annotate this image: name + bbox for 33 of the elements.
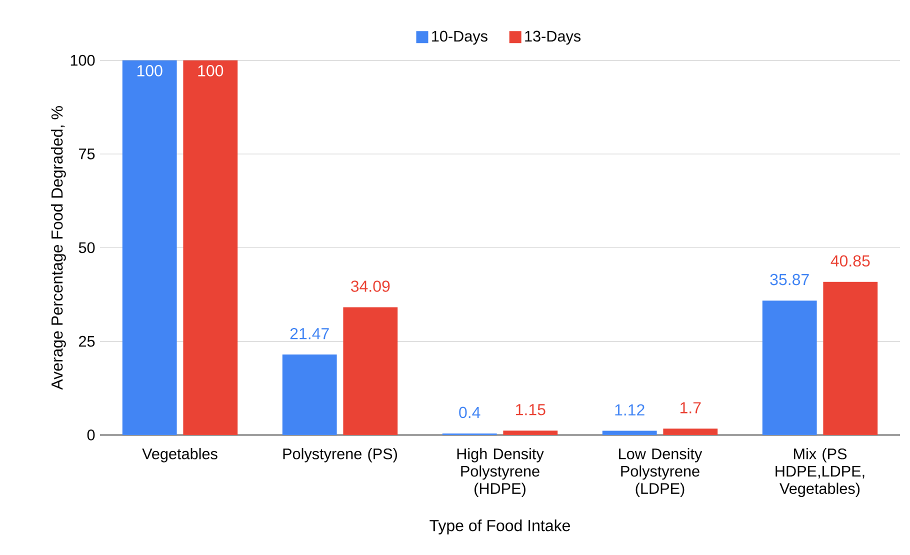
- data-label: 35.87: [770, 274, 809, 286]
- data-label: 100: [137, 65, 162, 76]
- data-label: 1.15: [516, 404, 546, 416]
- bar: [663, 428, 718, 435]
- data-label: 1.12: [615, 404, 644, 416]
- bar: [762, 300, 817, 435]
- bar: [282, 354, 337, 435]
- data-label: 1.7: [680, 402, 701, 414]
- data-label: 0.4: [459, 406, 480, 418]
- x-tick-label: High Density Polystyrene (HDPE): [457, 448, 544, 498]
- data-label: 21.47: [290, 328, 329, 340]
- x-tick-label: Polystyrene (PS): [283, 448, 397, 462]
- y-tick-label: 0: [87, 430, 95, 440]
- bar: [823, 282, 878, 435]
- legend-label: 10-Days: [432, 30, 488, 45]
- y-tick-label: 100: [70, 54, 95, 66]
- data-label: 34.09: [350, 280, 390, 292]
- data-label: 100: [198, 65, 224, 76]
- y-tick-label: 25: [79, 336, 95, 347]
- bar: [343, 307, 398, 435]
- bar: [183, 60, 238, 435]
- y-tick-label: 50: [78, 242, 95, 254]
- data-label: 40.85: [830, 255, 870, 267]
- x-tick-label: Mix (PS HDPE,LDPE, Vegetables): [776, 448, 864, 498]
- x-tick-label: Vegetables: [142, 448, 218, 462]
- y-axis-title: Average Percentage Food Degraded, %: [50, 106, 66, 390]
- bar: [503, 430, 558, 435]
- x-tick-label: Low Density Polystyrene (LDPE): [619, 448, 702, 498]
- y-tick-label: 75: [79, 148, 95, 160]
- legend-label: 13-Days: [525, 30, 581, 45]
- x-axis-title: Type of Food Intake: [430, 520, 570, 534]
- bar: [122, 60, 177, 435]
- bar: [602, 430, 657, 435]
